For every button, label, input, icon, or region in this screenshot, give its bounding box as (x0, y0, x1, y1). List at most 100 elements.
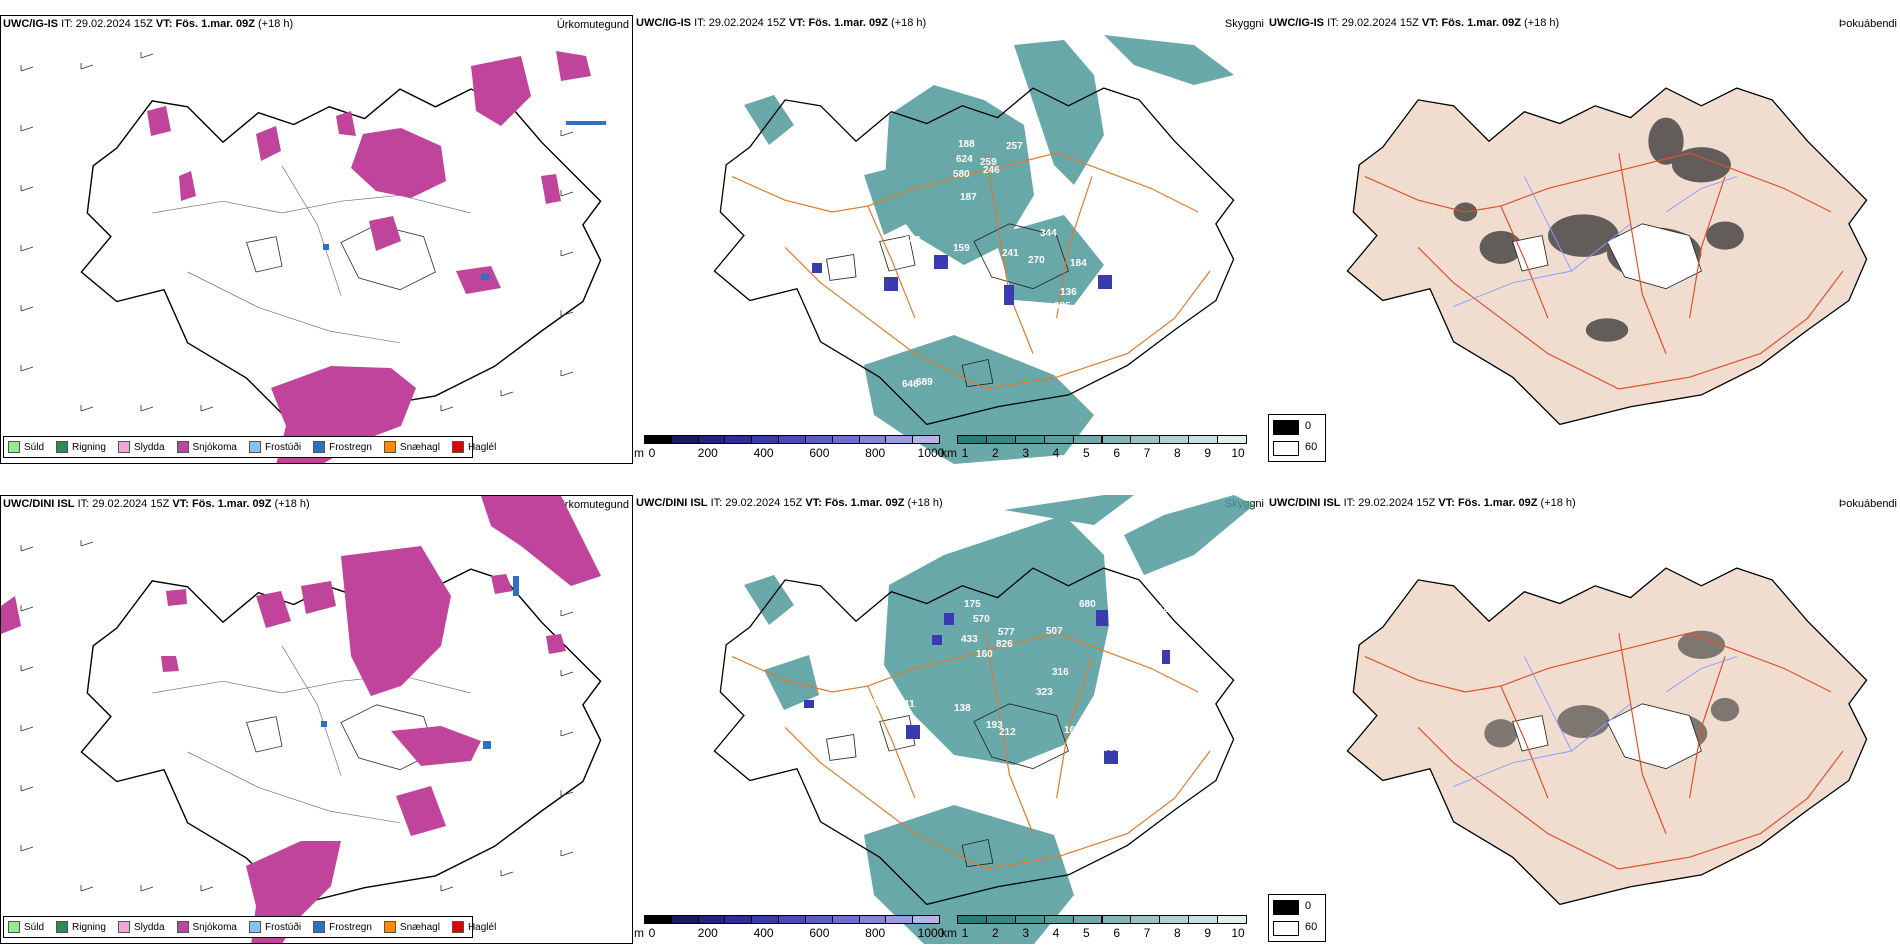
legend-label: Snæhagl (399, 441, 440, 453)
legend-label: Frostregn (329, 921, 372, 933)
colorbar-segment (1101, 915, 1132, 924)
legend-item: Slydda (117, 441, 165, 453)
visibility-value-label: 175 (964, 599, 981, 610)
colorbar-segment (670, 915, 699, 924)
colorbar-tick: 400 (753, 926, 774, 940)
legend-swatch (117, 441, 130, 453)
colorbar-tick: 6 (1113, 446, 1120, 460)
fog-key-swatch (1273, 420, 1299, 435)
colorbar-segment (1159, 915, 1190, 924)
visibility-value-label: 259 (980, 157, 997, 168)
visibility-value-label: 826 (996, 639, 1013, 650)
colorbar-segment (885, 435, 914, 444)
visibility-value-label: 338 (1103, 743, 1120, 754)
legend-item: Snjókoma (176, 441, 237, 453)
visibility-value-label: 489 (1042, 169, 1059, 180)
visibility-value-label: 507 (1046, 626, 1063, 637)
colorbar-segment (912, 915, 940, 924)
visibility-panel-row2: UWC/DINI ISL IT: 29.02.2024 15Z VT: Fös.… (634, 495, 1267, 944)
colorbar-segment (1188, 915, 1219, 924)
colorbar-tick: 200 (697, 446, 718, 460)
colorbar-tick: 1 (961, 926, 969, 940)
precip-legend: Súld Rigning Slydda Snjókoma Frostúði Frostre… (3, 436, 496, 458)
legend-label: Súld (24, 441, 45, 453)
panel-header: UWC/IG-IS IT: 29.02.2024 15Z VT: Fös. 1.… (636, 17, 927, 29)
visibility-colorbar: km 1 2 3 4 5 6 7 8 9 10 (941, 435, 1247, 463)
visibility-value-label: 156 (1110, 733, 1127, 744)
legend-item: Súld (8, 921, 44, 933)
colorbar-segment (670, 435, 699, 444)
height-colorbar: m 0 200 400 600 800 1000 (634, 435, 944, 463)
fog-panel-row2: UWC/DINI ISL IT: 29.02.2024 15Z VT: Fös.… (1267, 495, 1900, 944)
colorbar-segment (644, 915, 672, 924)
legend-label: Haglél (467, 921, 497, 933)
legend-item: Slydda (117, 921, 165, 933)
legend-label: Rigning (72, 921, 106, 933)
colorbar-segment (751, 435, 780, 444)
visibility-value-label: 270 (1028, 255, 1045, 266)
colorbar-tick: 6 (1113, 926, 1120, 940)
colorbar-tick: 800 (865, 926, 886, 940)
colorbar-tick: 7 (1143, 926, 1151, 940)
precip-legend: Súld Rigning Slydda Snjókoma Frostúði Frostre… (3, 916, 496, 938)
fog-map (1346, 87, 1868, 426)
colorbar-tick: 200 (697, 926, 718, 940)
visibility-value-label: 241 (898, 699, 915, 710)
fog-map (1346, 567, 1868, 906)
legend-swatch (451, 921, 464, 933)
legend-label: Frostúði (264, 441, 302, 453)
colorbar-segment (1043, 435, 1074, 444)
colorbar-segment (985, 915, 1016, 924)
colorbar-segment (697, 915, 726, 924)
legend-item: Haglél (451, 921, 497, 933)
visibility-panel-row1: UWC/IG-IS IT: 29.02.2024 15Z VT: Fös. 1.… (634, 15, 1267, 464)
legend-swatch (383, 441, 396, 453)
legend-item: Frostregn (313, 921, 372, 933)
colorbar-tick: 4 (1052, 446, 1060, 460)
colorbar-segment (1159, 435, 1190, 444)
precip-panel-row2: UWC/DINI ISL IT: 29.02.2024 15Z VT: Fös.… (0, 495, 633, 944)
panel-title: Skyggni (1224, 18, 1264, 30)
colorbar-segment (1014, 915, 1045, 924)
panel-header: UWC/IG-IS IT: 29.02.2024 15Z VT: Fös. 1.… (3, 18, 294, 30)
legend-item: Súld (8, 441, 44, 453)
visibility-value-label: 689 (916, 377, 933, 388)
visibility-value-label: 184 (1070, 258, 1087, 269)
visibility-value-label: 187 (960, 192, 977, 203)
colorbar-tick: 4 (1052, 926, 1060, 940)
colorbar-segment (1130, 915, 1161, 924)
colorbar-tick: 5 (1082, 926, 1090, 940)
visibility-value-label: 212 (999, 727, 1016, 738)
legend-label: Snæhagl (399, 921, 440, 933)
visibility-value-label: 136 (1060, 287, 1077, 298)
colorbar-segment (831, 435, 860, 444)
panel-title: Þokuábendi (1838, 498, 1897, 510)
fog-key-label: 0 (1305, 420, 1312, 432)
visibility-value-label: 985 (1054, 301, 1071, 312)
colorbar-segment (912, 435, 940, 444)
colorbar-segment (804, 915, 833, 924)
legend-item: Frostúði (248, 441, 302, 453)
legend-label: Haglél (467, 441, 497, 453)
legend-swatch (56, 441, 69, 453)
visibility-value-label: 433 (961, 634, 978, 645)
visibility-value-label: 102 (1151, 604, 1168, 615)
colorbar-tick: 800 (865, 446, 886, 460)
legend-swatch (8, 921, 20, 933)
visibility-value-label: 680 (1079, 599, 1096, 610)
colorbar-segment (858, 435, 887, 444)
visibility-value-label: 169 (1064, 725, 1081, 736)
colorbar-segment (644, 435, 672, 444)
visibility-value-label: 241 (1002, 248, 1019, 259)
legend-swatch (248, 441, 261, 453)
visibility-value-label: 570 (973, 614, 990, 625)
legend-swatch (451, 441, 464, 453)
legend-item: Snjókoma (176, 921, 237, 933)
visibility-value-label: 138 (954, 703, 971, 714)
colorbar-segment (885, 915, 914, 924)
colorbar-segment (778, 915, 806, 924)
visibility-value-label: 246 (983, 165, 1000, 176)
colorbar-segment (1101, 435, 1132, 444)
